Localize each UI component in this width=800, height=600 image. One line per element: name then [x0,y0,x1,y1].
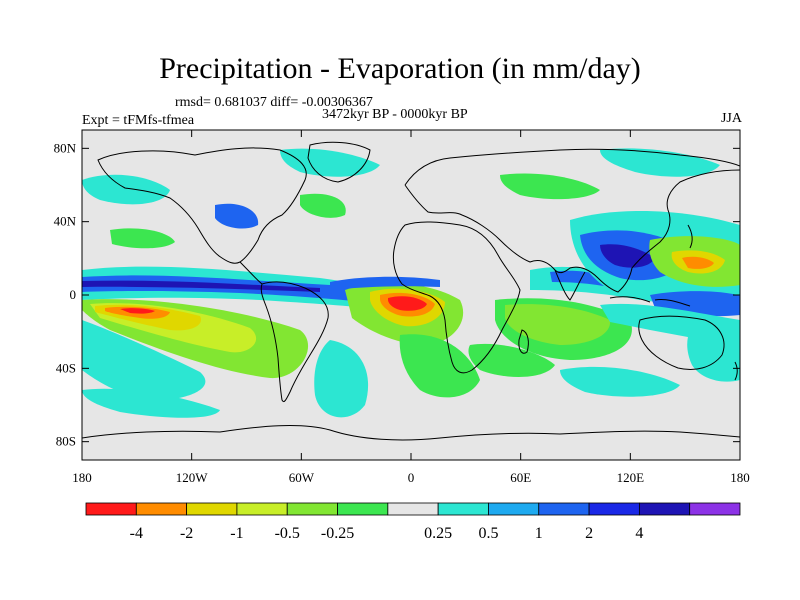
colorbar-label: 4 [635,525,643,542]
colorbar-label: -4 [130,525,143,542]
lat-tick-label: 0 [70,287,77,302]
lon-tick-label: 120W [176,470,209,485]
colorbar-label: -0.5 [275,525,300,542]
coastline-australia [638,315,725,370]
contour-band [82,280,320,292]
contour-band [280,148,380,177]
coastline-antarctica [82,425,740,441]
colorbar-swatch [337,502,389,516]
lat-tick-label: 40S [56,360,76,375]
lon-tick-label: 120E [617,470,645,485]
latitude-axis: 80N 40N 0 40S 80S [54,140,740,449]
lon-tick-label: 0 [408,470,415,485]
coastline-europe-asia [404,148,740,293]
contour-band [82,174,170,205]
contour-band [505,304,611,345]
colorbar-swatch [236,502,288,516]
colorbar-swatch [286,502,338,516]
coastline-central-america [239,261,263,285]
colorbar-label: 0.5 [478,525,498,542]
contour-band [215,203,259,229]
contour-band [110,228,175,249]
colorbar-label: -0.25 [321,525,354,542]
lon-tick-label: 60E [510,470,531,485]
contour-band [82,320,206,401]
contour-band [82,388,220,418]
colorbar-swatch [588,502,640,516]
colorbar: -4 -2 -1 -0.5 -0.25 0.25 0.5 1 2 4 [85,502,741,542]
period-text: 3472kyr BP - 0000kyr BP [322,107,468,122]
coastline-africa [392,221,521,374]
contour-band [600,244,655,268]
colorbar-label: -2 [180,525,193,542]
contour-band [682,256,714,269]
colorbar-swatch [689,502,741,516]
lat-tick-label: 80N [54,140,77,155]
coastline-greenland [307,141,371,183]
colorbar-label: 1 [535,525,543,542]
colorbar-swatch [437,502,489,516]
contour-band [399,334,480,398]
coastline-japan [687,224,693,249]
lon-tick-label: 60W [289,470,315,485]
longitude-axis: 180 120W 60W 0 60E 120E 180 [72,130,750,485]
contour-band [120,308,155,314]
colorbar-swatch [538,502,590,516]
contour-band [560,366,680,397]
contour-band [314,340,369,418]
contour-band [468,343,555,377]
colorbar-label: 2 [585,525,593,542]
coastline-indonesia [609,296,691,307]
contour-band [388,296,427,311]
coastline-new-zealand [734,361,738,381]
colorbar-swatch [488,502,540,516]
experiment-text: Expt = tFMfs-tfmea [82,113,195,128]
lat-tick-label: 80S [56,434,76,449]
colorbar-label: -1 [230,525,243,542]
coastline-north-america [97,147,307,264]
coastline-madagascar [518,329,529,354]
colorbar-swatch [135,502,188,516]
season-text: JJA [720,111,742,126]
contour-fields [82,148,740,418]
colorbar-label: 0.25 [424,525,452,542]
colorbar-swatch [638,502,691,516]
lon-tick-label: 180 [730,470,750,485]
contour-band [500,173,600,200]
coastlines [82,141,740,441]
colorbar-swatch [85,502,137,516]
coastline-india [554,269,586,301]
colorbar-swatch [387,502,439,516]
coastline-south-america [260,281,329,403]
lat-tick-label: 40N [54,214,77,229]
map-title: Precipitation - Evaporation (in mm/day) [159,52,641,85]
contour-band [600,148,720,177]
stats-text: rmsd= 0.681037 diff= -0.00306367 [175,95,373,110]
contour-band [330,276,440,290]
lon-tick-label: 180 [72,470,92,485]
contour-band [300,193,346,218]
colorbar-swatch [186,502,238,516]
